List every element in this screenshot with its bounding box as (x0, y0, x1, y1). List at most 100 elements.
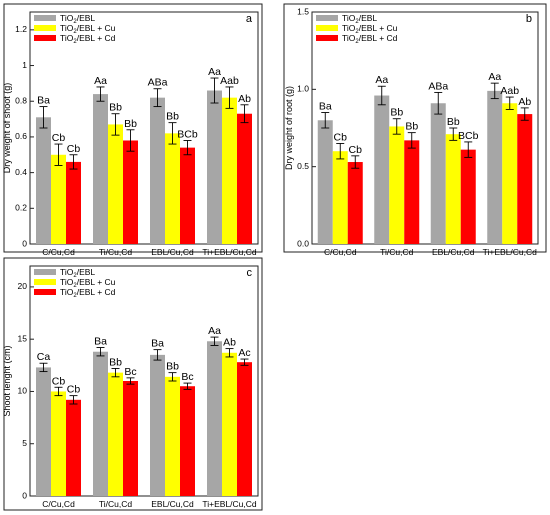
significance-label: Ac (238, 347, 250, 359)
significance-label: Ba (151, 338, 164, 350)
significance-label: Bc (124, 366, 136, 378)
legend-swatch (34, 15, 56, 21)
bar (502, 103, 518, 245)
bar (460, 149, 476, 244)
chart-panel-b: b 0.0 0.5 1.0 1.5 Dry weight of root (g) C/Cu,… (283, 3, 547, 257)
bar (180, 147, 195, 244)
significance-label: Bb (447, 116, 460, 128)
bar (487, 90, 503, 244)
x-tick-label: Ti/Cu,Cd (99, 499, 132, 509)
y-tick-label: 10 (18, 386, 28, 396)
legend-swatch (34, 279, 56, 285)
significance-label: Bb (405, 121, 418, 133)
bar (445, 134, 461, 244)
bar (389, 126, 405, 244)
bar (150, 97, 165, 245)
x-tick-label: EBL/Cu,Cd (151, 247, 194, 257)
significance-label: Bb (390, 107, 403, 119)
significance-label: Ab (223, 337, 236, 349)
bar (51, 391, 66, 496)
bar (517, 114, 533, 244)
panel-letter: c (247, 267, 253, 279)
legend-label: TiO2/EBL + Cd (60, 287, 116, 299)
bar (207, 341, 222, 496)
bar (165, 376, 180, 496)
significance-label: BCb (177, 128, 198, 140)
bar (66, 161, 81, 244)
significance-label: Cb (349, 144, 363, 156)
y-tick-label: 0.2 (15, 203, 27, 213)
bar (36, 367, 51, 496)
bar (150, 354, 165, 496)
legend-label: TiO2/EBL + Cu (60, 277, 116, 289)
bar (180, 386, 195, 496)
significance-label: Ca (37, 351, 51, 363)
y-tick-label: 0.4 (15, 167, 27, 177)
significance-label: Aab (220, 75, 239, 87)
significance-label: Cb (334, 131, 348, 143)
bar (237, 362, 252, 496)
x-tick-label: C/Cu,Cd (42, 499, 75, 509)
significance-label: Aa (488, 71, 501, 83)
legend-label: TiO2/EBL (60, 267, 95, 279)
significance-label: ABa (428, 80, 448, 92)
x-tick-label: Ti+EBL/Cu,Cd (483, 247, 538, 257)
bar (108, 124, 123, 244)
panel-frame (3, 257, 263, 511)
y-tick-label: 0.8 (15, 95, 27, 105)
bar (430, 103, 446, 245)
significance-label: Cb (67, 143, 81, 155)
bar (165, 133, 180, 244)
legend-swatch (34, 289, 56, 295)
significance-label: Ab (518, 96, 531, 108)
bar (237, 113, 252, 244)
significance-label: Cb (52, 132, 66, 144)
significance-label: Bb (109, 356, 122, 368)
y-tick-label: 20 (18, 281, 28, 291)
legend-swatch (316, 35, 338, 41)
panel-frame (283, 3, 547, 253)
legend-label: TiO2/EBL + Cu (342, 23, 398, 35)
bar (374, 95, 390, 245)
y-tick-label: 1.5 (297, 6, 309, 16)
bar (66, 399, 81, 496)
significance-label: Ab (238, 93, 251, 105)
legend-swatch (316, 25, 338, 31)
plot-area (29, 265, 259, 497)
bar (207, 90, 222, 245)
legend-label: TiO2/EBL + Cd (60, 33, 116, 45)
significance-label: Bb (109, 102, 122, 114)
legend-label: TiO2/EBL + Cu (60, 23, 116, 35)
bar (123, 140, 138, 244)
y-tick-label: 0 (22, 490, 27, 500)
significance-label: Cb (52, 375, 66, 387)
significance-label: Aa (94, 75, 107, 87)
legend-swatch (34, 35, 56, 41)
bar (51, 154, 66, 244)
bar (332, 151, 348, 244)
significance-label: Bb (166, 111, 179, 123)
significance-label: Aa (208, 325, 221, 337)
legend-swatch (34, 25, 56, 31)
legend-label: TiO2/EBL (60, 13, 95, 25)
bar (93, 351, 108, 496)
bar (404, 140, 420, 244)
plot-area (311, 11, 539, 245)
x-tick-label: Ti/Cu,Cd (99, 247, 132, 257)
significance-label: Ba (319, 101, 332, 113)
y-tick-label: 0.5 (297, 161, 309, 171)
significance-label: Bb (166, 361, 179, 373)
y-axis-label: Dry weight of root (g) (284, 86, 294, 170)
bar (222, 352, 237, 496)
bar (222, 97, 237, 245)
y-tick-label: 0.6 (15, 131, 27, 141)
bar (93, 94, 108, 244)
legend-swatch (34, 269, 56, 275)
plot-area (29, 11, 259, 245)
legend-label: TiO2/EBL + Cd (342, 33, 398, 45)
y-tick-label: 1.0 (297, 84, 309, 94)
